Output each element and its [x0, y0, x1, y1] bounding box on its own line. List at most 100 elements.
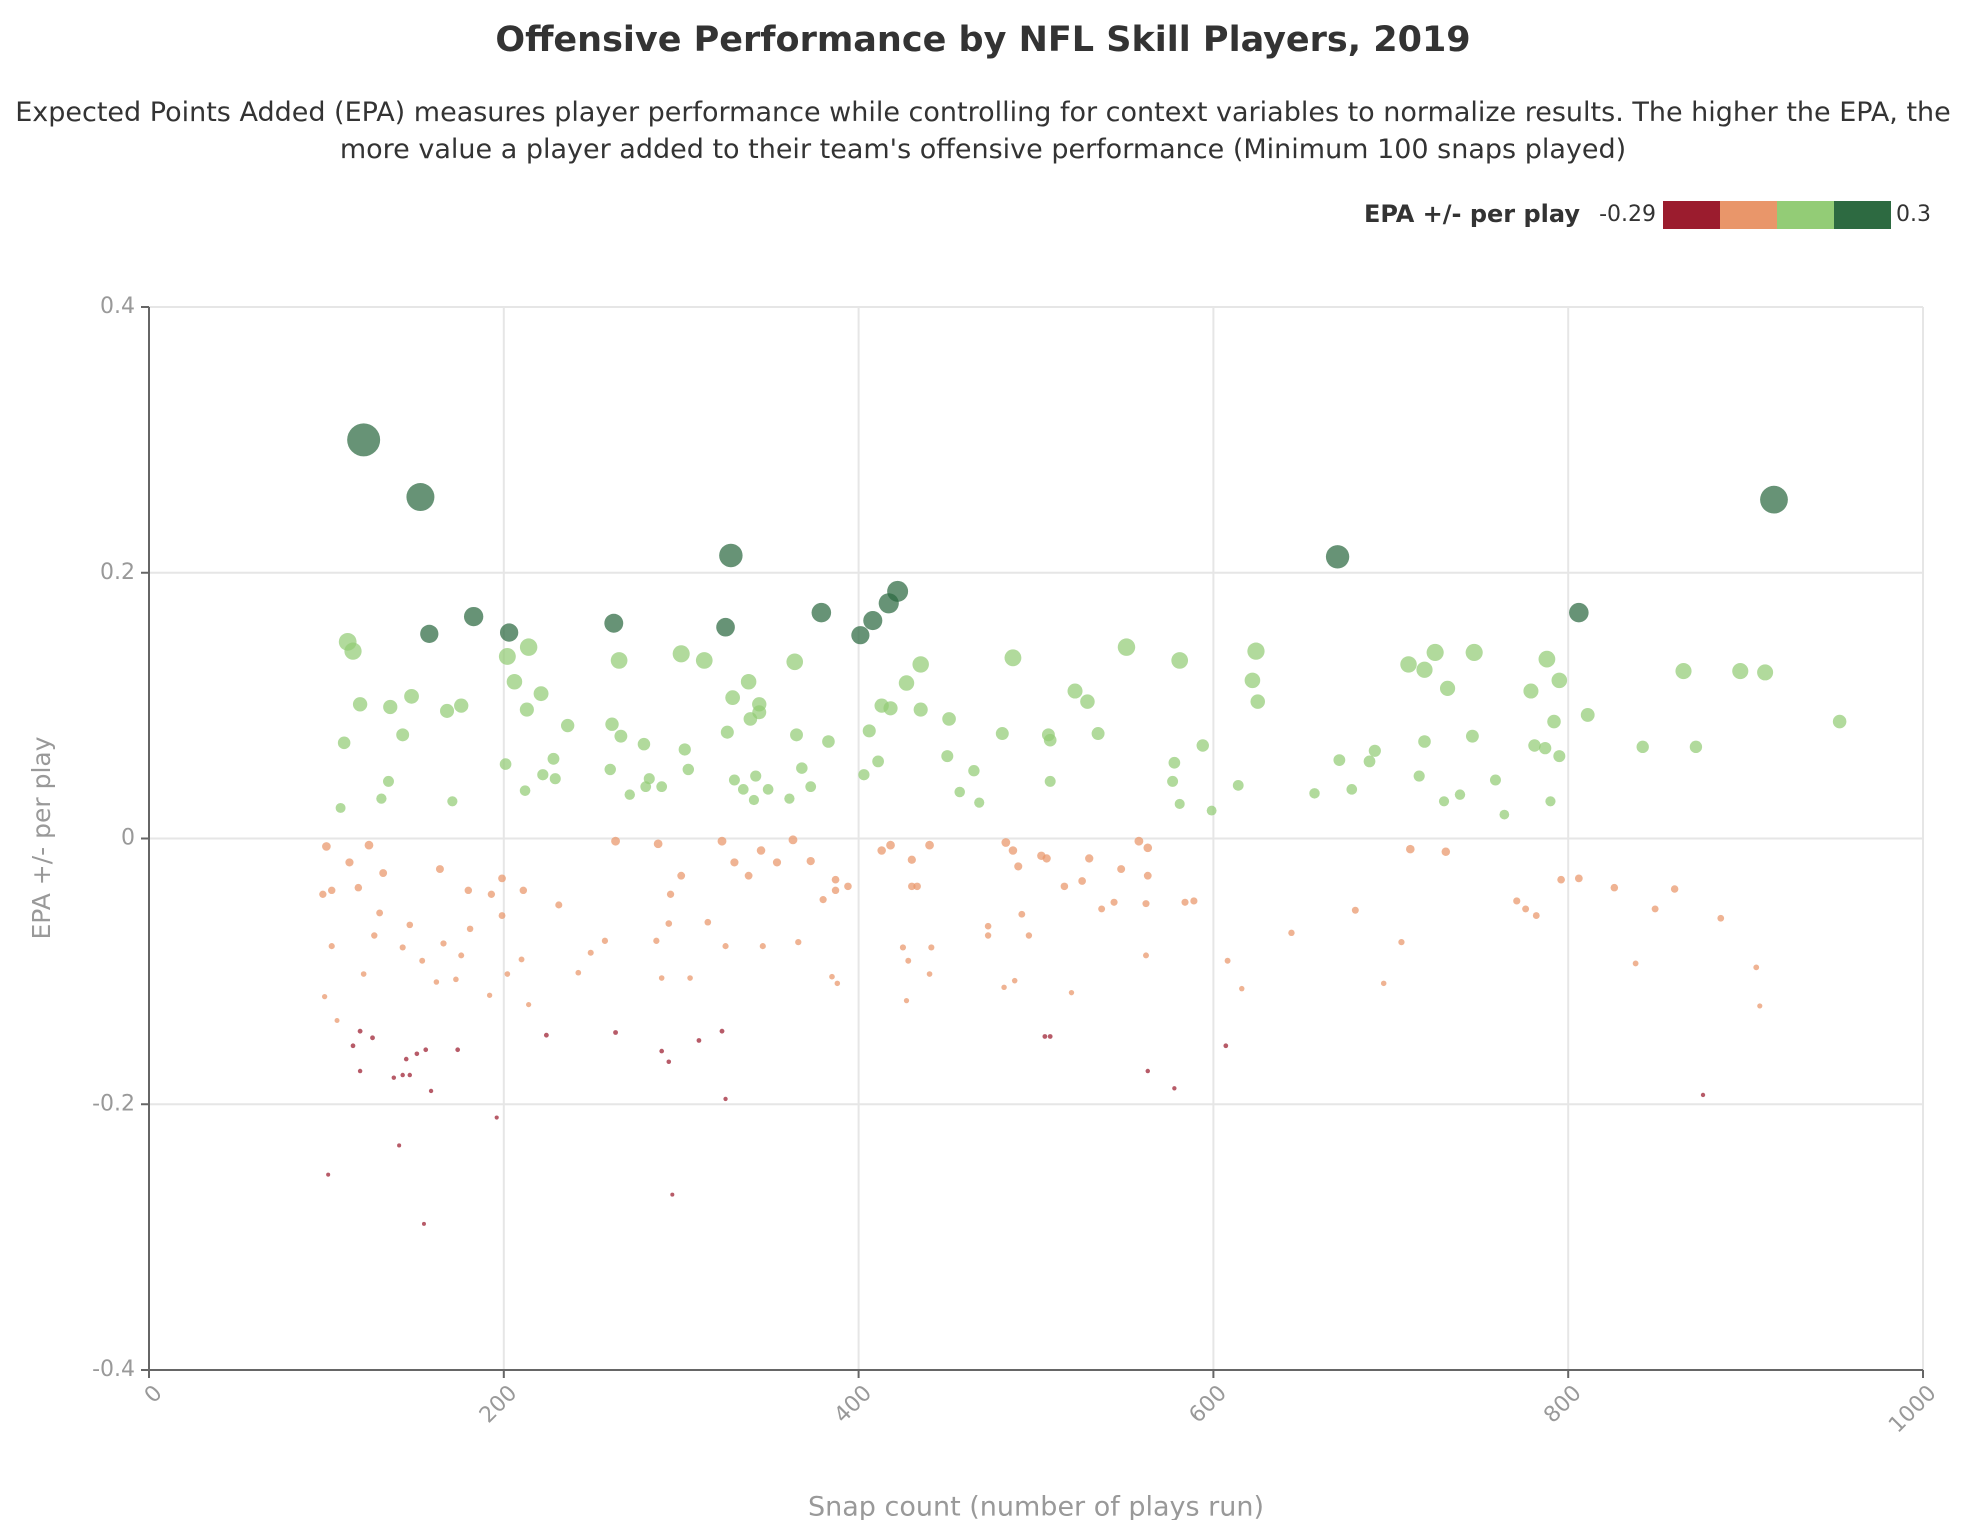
point [587, 949, 594, 956]
point [499, 758, 512, 770]
point [560, 718, 575, 733]
point [784, 793, 795, 804]
point [716, 617, 735, 637]
point [912, 656, 929, 673]
point [1489, 774, 1501, 786]
point [1085, 854, 1094, 863]
point [1145, 1068, 1151, 1074]
point [1545, 796, 1556, 807]
point [656, 781, 668, 793]
point [357, 1028, 363, 1034]
point [795, 939, 802, 946]
point [874, 698, 889, 713]
point [1406, 844, 1415, 854]
point [872, 755, 884, 768]
point [954, 786, 965, 798]
point [519, 785, 531, 796]
point [1037, 851, 1046, 860]
point [762, 784, 774, 795]
point [748, 794, 760, 806]
point [1439, 680, 1456, 696]
point [338, 632, 357, 651]
point [421, 1221, 426, 1226]
point [1067, 683, 1083, 699]
point [406, 921, 414, 929]
point [925, 840, 934, 850]
legend-swatch [1834, 201, 1891, 229]
point [1398, 939, 1405, 946]
point [487, 890, 496, 898]
point [533, 686, 549, 702]
point [858, 769, 870, 781]
point [326, 1172, 331, 1177]
point [1134, 836, 1144, 846]
point [506, 673, 523, 690]
point [1753, 964, 1760, 971]
point [1413, 770, 1425, 782]
point [370, 1035, 375, 1041]
point [453, 976, 459, 983]
point [913, 702, 928, 717]
point [454, 698, 469, 713]
point [886, 840, 895, 850]
point [687, 975, 693, 981]
point [440, 703, 455, 718]
point [730, 858, 739, 867]
point [811, 602, 832, 623]
point [796, 762, 808, 774]
point [926, 971, 933, 977]
point [519, 886, 528, 895]
point [1143, 843, 1153, 853]
point [537, 769, 549, 781]
point [995, 727, 1009, 741]
point [1224, 957, 1231, 964]
point [601, 937, 609, 944]
point [637, 737, 651, 751]
point [1025, 932, 1033, 939]
point [1569, 602, 1589, 623]
point [740, 673, 757, 690]
point [1538, 650, 1556, 668]
point [908, 882, 916, 891]
x-tick-label: 1000 [1884, 1381, 1941, 1438]
point [1060, 882, 1069, 891]
point [1551, 672, 1568, 689]
point [737, 784, 749, 795]
point [719, 543, 743, 568]
point [1368, 744, 1381, 757]
point [942, 712, 956, 726]
point [1346, 784, 1358, 795]
point [851, 626, 870, 645]
legend-min: -0.29 [1599, 202, 1656, 227]
point [1206, 805, 1217, 816]
point [1523, 683, 1539, 699]
point [829, 973, 835, 980]
point [1757, 1003, 1763, 1009]
point [519, 702, 534, 717]
point [1008, 846, 1018, 855]
point [379, 869, 388, 877]
point [670, 1192, 675, 1197]
chart-subtitle: Expected Points Added (EPA) measures pla… [15, 97, 1951, 165]
point [1001, 984, 1007, 991]
point [984, 922, 992, 930]
point [400, 1072, 405, 1078]
y-tick-label: 0.4 [100, 294, 135, 319]
point [658, 975, 665, 981]
point [719, 1028, 725, 1034]
point [433, 979, 440, 985]
point [834, 980, 841, 987]
point [907, 855, 916, 864]
point [1110, 898, 1118, 906]
point [723, 1096, 728, 1102]
point [1732, 663, 1749, 680]
point [863, 611, 883, 631]
point [1196, 739, 1209, 752]
point [1499, 809, 1510, 820]
point [354, 883, 363, 892]
x-tick-label: 0 [140, 1381, 168, 1409]
point [704, 918, 712, 926]
point [455, 1047, 461, 1053]
point [666, 890, 675, 898]
